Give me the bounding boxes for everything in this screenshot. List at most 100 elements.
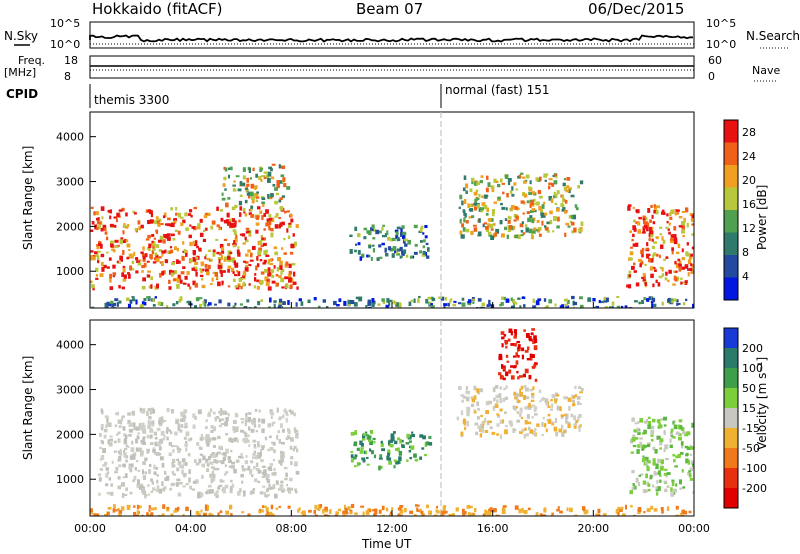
echo-cell: [567, 225, 571, 228]
echo-cell: [536, 178, 541, 182]
echo-cell: [665, 457, 669, 461]
echo-cell: [132, 479, 135, 483]
echo-cell: [127, 412, 131, 416]
echo-cell: [559, 510, 563, 514]
echo-cell: [200, 261, 205, 265]
echo-cell: [222, 489, 226, 494]
echo-cell: [272, 484, 276, 490]
echo-cell: [669, 216, 673, 220]
echo-cell: [117, 507, 120, 511]
echo-cell: [217, 281, 221, 287]
echo-cell: [276, 407, 279, 413]
echo-cell: [218, 252, 222, 256]
echo-cell: [535, 177, 539, 182]
echo-cell: [473, 181, 478, 186]
echo-cell: [279, 416, 283, 419]
echo-cell: [516, 370, 519, 374]
echo-cell: [90, 206, 94, 209]
echo-cell: [368, 230, 372, 236]
echo-cell: [532, 227, 537, 232]
echo-cell: [244, 432, 248, 438]
echo-cell: [502, 505, 507, 508]
echo-cell: [385, 507, 389, 512]
echo-cell: [428, 301, 432, 307]
echo-cell: [249, 252, 253, 258]
echo-cell: [152, 409, 156, 414]
echo-cell: [194, 261, 199, 266]
echo-cell: [637, 431, 641, 436]
echo-cell: [354, 226, 358, 231]
echo-cell: [639, 418, 644, 423]
echo-cell: [117, 419, 122, 424]
echo-cell: [479, 180, 483, 184]
echo-cell: [517, 234, 521, 240]
echo-cell: [468, 216, 472, 219]
echo-cell: [170, 207, 174, 211]
echo-cell: [284, 410, 288, 414]
echo-cell: [380, 440, 384, 444]
echo-cell: [642, 220, 646, 225]
echo-cell: [501, 336, 505, 340]
echo-cell: [96, 255, 100, 260]
echo-cell: [682, 486, 686, 489]
echo-cell: [561, 208, 565, 212]
echo-cell: [497, 414, 501, 418]
echo-cell: [534, 378, 538, 382]
echo-cell: [529, 209, 534, 213]
echo-cell: [256, 279, 259, 283]
echo-cell: [266, 218, 271, 222]
echo-cell: [209, 408, 213, 413]
echo-cell: [180, 424, 184, 428]
echo-cell: [257, 300, 261, 306]
echo-cell: [230, 485, 233, 490]
echo-cell: [493, 397, 496, 402]
echo-cell: [322, 508, 325, 514]
echo-cell: [283, 252, 287, 255]
echo-cell: [278, 303, 282, 308]
echo-cell: [637, 229, 642, 234]
echo-cell: [365, 450, 368, 455]
echo-cell: [223, 472, 227, 476]
echo-cell: [210, 466, 215, 469]
echo-cell: [164, 249, 167, 254]
echo-cell: [540, 214, 544, 218]
echo-cell: [241, 420, 244, 424]
echo-cell: [397, 513, 401, 516]
echo-cell: [117, 431, 121, 435]
echo-cell: [125, 239, 129, 243]
echo-cell: [385, 253, 389, 257]
echo-cell: [207, 413, 211, 417]
echo-cell: [285, 283, 289, 289]
echo-cell: [214, 303, 217, 306]
echo-cell: [476, 197, 480, 200]
echo-cell: [353, 441, 358, 447]
echo-cell: [657, 419, 661, 424]
echo-cell: [525, 433, 529, 437]
echo-cell: [150, 276, 154, 281]
echo-cell: [215, 238, 219, 241]
echo-cell: [257, 480, 261, 483]
echo-cell: [148, 505, 151, 510]
echo-cell: [216, 251, 220, 255]
echo-cell: [182, 219, 186, 224]
echo-cell: [405, 442, 410, 445]
echo-cell: [212, 454, 217, 458]
echo-cell: [413, 224, 418, 229]
echo-cell: [192, 251, 196, 256]
echo-cell: [646, 508, 651, 513]
y-tick-label: 1000: [56, 473, 84, 486]
echo-cell: [329, 509, 332, 514]
echo-cell: [530, 332, 534, 336]
echo-cell: [261, 418, 266, 424]
echo-cell: [126, 243, 131, 248]
echo-cell: [278, 216, 281, 220]
echo-cell: [265, 473, 270, 478]
echo-cell: [551, 403, 554, 409]
echo-cell: [193, 244, 198, 247]
echo-cell: [424, 252, 428, 257]
echo-cell: [275, 273, 279, 277]
echo-cell: [108, 477, 111, 481]
echo-cell: [259, 240, 263, 245]
echo-cell: [133, 251, 136, 257]
echo-cell: [242, 260, 247, 263]
